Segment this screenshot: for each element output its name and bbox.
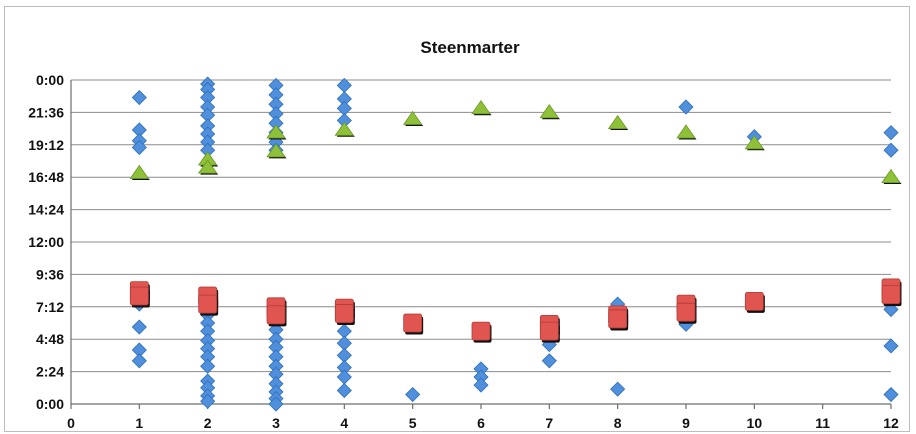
x-tick-label: 9 [682,415,690,431]
y-tick-label: 4:48 [36,331,64,347]
x-tick-label: 1 [135,415,143,431]
triangle-point [607,114,628,129]
triangle-point [744,135,765,150]
triangle-point [881,168,901,183]
y-tick-label: 21:36 [28,104,64,120]
gridlines [70,79,892,409]
diamond-point [883,125,899,141]
y-tick-label: 0:00 [36,72,64,88]
square-point [744,291,764,311]
square-point [539,321,559,341]
triangle-point [471,99,491,115]
x-tick-label: 12 [883,415,899,431]
diamond-point [883,142,899,158]
square-point [266,305,286,325]
diamond-point [131,319,147,335]
x-tick-label: 5 [409,415,417,431]
triangle-point [197,159,218,174]
x-tick-labels: 0 1 2 3 4 5 6 7 8 9 10 11 12 [67,415,899,431]
square-point [198,294,218,314]
y-tick-label: 9:36 [36,266,64,282]
diamond-point [610,381,626,397]
x-tick-label: 11 [815,415,830,431]
y-tick-label: 19:12 [28,137,64,153]
diamond-point [336,382,352,399]
square-point [129,286,149,306]
square-point [676,302,696,322]
triangle-point [266,143,286,158]
diamond-point [131,139,147,156]
x-tick-label: 7 [545,415,553,431]
y-tick-label: 2:24 [36,364,64,380]
diamond-point [200,358,216,374]
x-tick-label: 8 [614,415,622,431]
triangle-point [334,121,355,136]
y-tick-label: 14:24 [28,202,64,218]
x-tick-label: 3 [272,415,280,431]
diamond-point [405,386,421,403]
y-tick-labels: 0:00 2:24 4:48 7:12 9:36 12:00 14:24 16:48 19:12… [28,72,64,412]
square-point [403,313,423,333]
x-tick-label: 4 [340,415,348,431]
x-tick-label: 0 [67,415,75,431]
diamond-point [200,393,216,409]
square-point [334,304,354,323]
y-tick-label: 0:00 [36,396,64,412]
diamond-point [131,89,147,106]
diamond-point [131,353,147,369]
x-tick-label: 2 [204,415,212,431]
square-point [608,309,628,329]
square-point [881,285,901,305]
square-point [471,321,491,341]
y-tick-label: 12:00 [28,234,64,250]
data-markers [129,76,902,412]
diamond-point [883,386,899,403]
y-tick-label: 7:12 [36,299,64,315]
y-tick-label: 16:48 [28,169,64,185]
triangle-point [129,164,150,179]
diamond-point [473,377,489,393]
diamond-point [678,99,694,115]
triangle-point [676,124,696,139]
chart-title: Steenmarter [420,38,520,57]
triangle-point [539,104,560,119]
scatter-chart: Steenmarter 0:00 2:24 4:48 7:12 9:36 12:00 14:… [28,38,902,431]
triangle-point [266,124,286,139]
diamond-point [268,396,284,412]
x-tick-label: 6 [477,415,485,431]
diamond-point [541,353,557,369]
triangle-point [402,110,423,125]
chart-frame: Steenmarter 0:00 2:24 4:48 7:12 9:36 12:00 14:… [4,6,910,432]
x-tick-label: 10 [747,415,763,431]
diamond-point [883,338,899,354]
